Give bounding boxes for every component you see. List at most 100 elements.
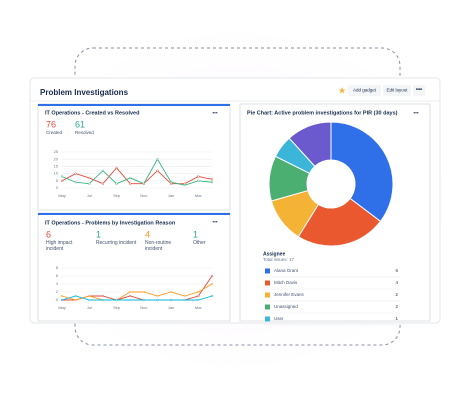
y-tick-label: 8 [56,265,59,270]
stat-label: Resolved [75,130,94,135]
legend-count: 2 [395,304,398,309]
data-point [115,182,118,185]
more-button[interactable] [413,85,425,96]
legend-subtitle: Total issues: 17 [263,257,295,262]
data-point [101,169,105,172]
data-point [169,181,173,184]
x-tick-label: May [58,193,66,198]
pie-slice [288,121,332,167]
legend-title: Assignee [263,251,285,257]
more-icon[interactable]: ••• [416,88,422,94]
gadget-title: IT Operations - Problems by Investigatio… [45,220,176,226]
data-point [88,294,91,298]
page-title: Problem Investigations [40,88,129,97]
data-point [197,290,200,294]
data-point [156,158,159,161]
stat-label: Other [193,240,206,246]
y-tick-label: 2 [56,289,59,294]
gadget-menu[interactable]: ••• [212,219,218,225]
legend-count: 1 [395,316,398,321]
series-line [61,295,213,301]
data-point [210,294,214,298]
data-point [210,274,214,278]
data-point [60,294,64,298]
gadget-menu[interactable]: ••• [212,110,218,116]
stat-label: Created [46,130,63,135]
y-tick-label: 6 [56,273,59,278]
data-point [88,298,91,302]
data-point [183,298,186,302]
stat-value: 1 [193,229,198,239]
data-point [129,294,132,298]
y-tick-label: 0 [56,185,59,190]
data-point [183,294,186,298]
data-point [156,294,159,298]
y-tick-label: 20 [54,156,59,161]
legend-label: Unassigned [274,304,298,309]
add-gadget-button[interactable] [348,85,381,96]
data-point [183,183,186,187]
data-point [129,290,132,294]
series-line [61,158,213,186]
data-point [210,282,214,286]
data-point [60,298,64,302]
legend-label: Alana Grant [274,268,299,273]
y-tick-label: 15 [54,163,59,168]
data-point [115,298,118,302]
data-point [129,298,132,302]
dashed-frame [74,47,401,346]
stat-value: 76 [46,119,56,129]
y-tick-label: 5 [56,178,59,183]
legend-swatch [265,280,270,286]
y-tick-label: 25 [54,149,59,154]
data-point [74,298,77,302]
data-point [197,294,200,298]
x-tick-label: Nov [140,193,147,198]
pie-slice [330,121,394,223]
data-point [210,178,214,181]
x-tick-label: May [58,305,66,310]
data-point [197,179,200,182]
edit-layout-button[interactable] [383,85,411,96]
data-point [142,182,145,185]
data-point [156,169,159,172]
gadget-menu[interactable]: ••• [413,110,419,116]
series-line [61,167,213,185]
x-tick-label: Nov [140,305,147,310]
y-tick-label: 4 [56,281,59,286]
series-line [61,283,213,301]
stat-value: 1 [96,229,101,239]
data-point [74,294,77,298]
data-point [142,298,145,302]
x-tick-label: Jan [168,193,174,198]
stat-label: Recurring incident [96,240,137,246]
stat-label: Non-routine incident [145,240,172,252]
x-tick-label: Jan [168,305,174,310]
gadget-box [37,103,231,211]
button-label[interactable]: Edit layout [386,88,408,93]
stat-label: High impact incident [46,240,73,252]
x-tick-label: Mar [195,193,203,198]
data-point [142,290,145,294]
data-point [169,298,173,302]
data-point [88,176,91,180]
data-point [197,175,200,178]
star-icon[interactable]: ★ [338,85,346,95]
data-point [74,172,77,175]
button-label[interactable]: Add gadget [353,88,377,93]
data-point [156,298,159,302]
data-point [115,166,118,169]
data-point [60,175,64,178]
data-point [60,179,64,182]
data-point [88,182,91,185]
data-point [210,181,214,184]
gadget-top-border [38,104,230,106]
legend-count: 4 [395,280,398,285]
y-tick-label: 0 [56,297,59,302]
stat-value: 6 [46,229,51,239]
legend-swatch [265,292,270,298]
legend-count: 2 [395,292,398,297]
data-point [197,298,200,302]
